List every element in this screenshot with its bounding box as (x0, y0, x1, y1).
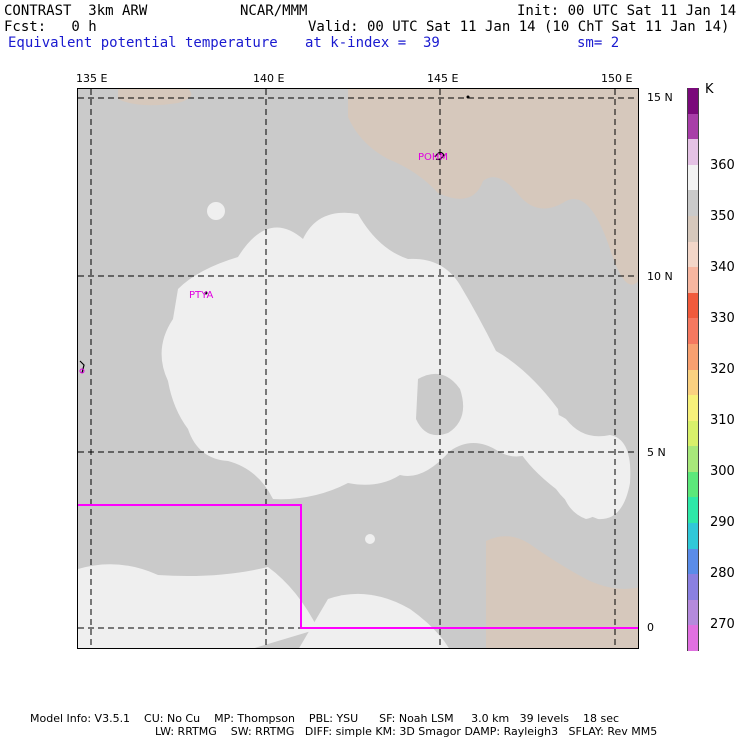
colorbar-segment (687, 292, 699, 319)
colorbar-segment (687, 88, 699, 114)
lat-tick-15: 15 N (647, 91, 673, 104)
light-region-south-central (299, 593, 449, 648)
colorbar-label-270: 270 (710, 617, 735, 632)
lon-tick-140: 140 E (253, 72, 285, 85)
colorbar-label-300: 300 (710, 464, 735, 479)
colorbar-segment (687, 420, 699, 447)
colorbar-segment (687, 471, 699, 498)
lon-tick-145: 145 E (427, 72, 459, 85)
init-time: Init: 00 UTC Sat 11 Jan 14 (517, 3, 737, 19)
island-palau-marker (204, 291, 208, 295)
colorbar-segment (687, 164, 699, 191)
grey-patch-island (93, 359, 122, 413)
colorbar-label-290: 290 (710, 515, 735, 530)
colorbar-segment (687, 599, 699, 626)
colorbar-label-350: 350 (710, 209, 735, 224)
colorbar-label-280: 280 (710, 566, 735, 581)
map-panel: POHM PTYA (77, 88, 639, 649)
colorbar-segment (687, 113, 699, 140)
island-north-marker (466, 95, 470, 99)
colorbar-segment (687, 523, 699, 550)
island-west-marker (79, 368, 85, 374)
island-west (79, 360, 85, 374)
valid-time: Valid: 00 UTC Sat 11 Jan 14 (10 ChT Sat … (308, 19, 730, 35)
smoothing: sm= 2 (577, 35, 620, 51)
colorbar-label-310: 310 (710, 413, 735, 428)
forecast-hour: Fcst: 0 h (4, 19, 97, 35)
lat-tick-5: 5 N (647, 446, 666, 459)
lat-tick-0: 0 (647, 621, 654, 634)
colorbar-segment (687, 395, 699, 422)
station-label-pohm: POHM (418, 152, 449, 163)
light-spot-east (612, 461, 628, 477)
colorbar-label-320: 320 (710, 362, 735, 377)
field-name: Equivalent potential temperature (8, 35, 278, 51)
island-guam (434, 151, 445, 161)
colorbar-segment (687, 190, 699, 217)
light-region-southwest (78, 564, 318, 648)
lon-tick-150: 150 E (601, 72, 633, 85)
organization: NCAR/MMM (240, 3, 308, 19)
model-info-line-1: Model Info: V3.5.1 CU: No Cu MP: Thompso… (30, 712, 620, 725)
colorbar-segment (687, 241, 699, 268)
colorbar-segment (687, 369, 699, 396)
contour-field (78, 89, 638, 648)
colorbar-segment (687, 139, 699, 166)
nest-domain-boundary (78, 504, 638, 629)
colorbar-segment (687, 497, 699, 524)
model-title: CONTRAST 3km ARW (4, 3, 148, 19)
light-region-east-patch (560, 479, 603, 519)
tan-region-southeast (486, 536, 638, 648)
colorbar-segment (687, 574, 699, 601)
colorbar-label-360: 360 (710, 158, 735, 173)
colorbar-segment (687, 318, 699, 345)
colorbar-segment (687, 215, 699, 242)
tan-region-northeast (348, 89, 638, 285)
station-label-ptya: PTYA (189, 290, 214, 301)
level-index: at k-index = 39 (305, 35, 440, 51)
light-spot-north (207, 202, 225, 220)
colorbar-unit: K (705, 82, 714, 97)
colorbar-segment (687, 548, 699, 575)
lon-tick-135: 135 E (76, 72, 108, 85)
colorbar-segment (687, 446, 699, 473)
tan-region-northwest (118, 89, 192, 106)
light-region-central (161, 212, 559, 500)
colorbar-segment (687, 267, 699, 294)
colorbar-label-330: 330 (710, 311, 735, 326)
light-spot-south (365, 534, 375, 544)
colorbar-segment (687, 343, 699, 370)
lat-tick-10: 10 N (647, 270, 673, 283)
colorbar-label-340: 340 (710, 260, 735, 275)
model-info-line-2: LW: RRTMG SW: RRTMG DIFF: simple KM: 3D … (155, 725, 658, 738)
colorbar-segment (687, 625, 699, 652)
